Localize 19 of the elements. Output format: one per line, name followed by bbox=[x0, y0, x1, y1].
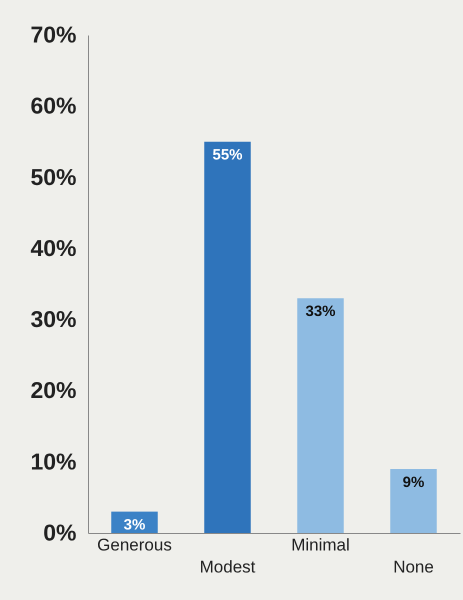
y-tick-label: 60% bbox=[30, 92, 76, 119]
x-tick-label: Modest bbox=[200, 558, 256, 576]
y-tick-label: 50% bbox=[30, 164, 76, 190]
y-tick-label: 40% bbox=[30, 234, 76, 261]
x-tick-label: Minimal bbox=[291, 536, 350, 554]
data-label: 3% bbox=[124, 516, 146, 534]
x-tick-label: None bbox=[393, 558, 434, 576]
data-label: 55% bbox=[212, 146, 243, 164]
y-tick-label: 30% bbox=[30, 306, 76, 332]
y-tick-label: 0% bbox=[43, 520, 76, 546]
data-label: 33% bbox=[305, 303, 336, 320]
y-tick-label: 10% bbox=[30, 448, 76, 474]
y-tick-label: 70% bbox=[30, 22, 76, 48]
bar bbox=[297, 298, 344, 533]
data-label: 9% bbox=[402, 474, 424, 491]
bar bbox=[390, 468, 437, 533]
y-tick-label: 20% bbox=[30, 377, 76, 404]
x-tick-label: Generous bbox=[97, 536, 172, 554]
bar bbox=[204, 142, 251, 533]
